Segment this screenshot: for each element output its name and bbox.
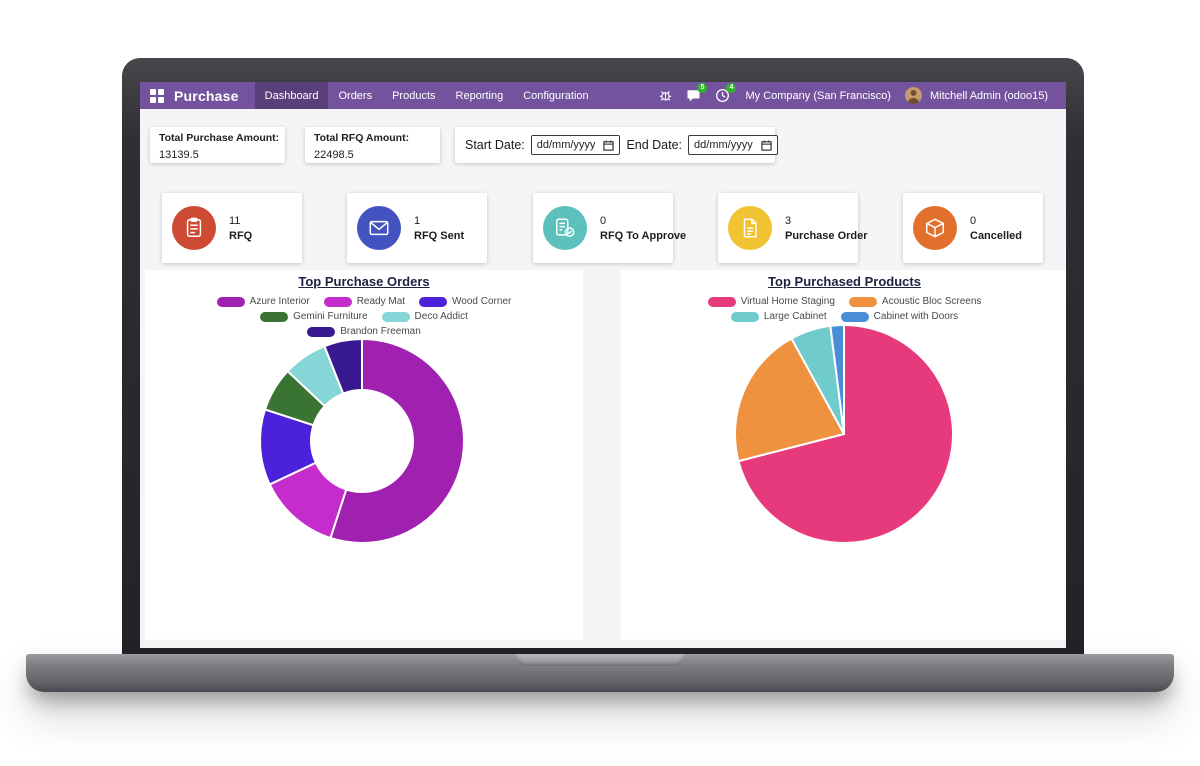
legend-swatch — [419, 296, 448, 307]
orders-chart-title: Top Purchase Orders — [298, 274, 430, 289]
calendar-icon — [603, 139, 615, 151]
kpi-purchase-order-card[interactable]: 3 Purchase Order — [718, 193, 868, 263]
kpi-rfq-value: 11 — [229, 214, 241, 227]
company-switcher[interactable]: My Company (San Francisco) — [745, 89, 891, 102]
legend-label: Deco Addict — [414, 311, 468, 322]
legend-item-gemini-furniture[interactable]: Gemini Furniture — [260, 311, 368, 322]
legend-label: Azure Interior — [249, 296, 310, 307]
legend-swatch — [730, 311, 759, 322]
total-purchase-card: Total Purchase Amount: 13139.5 — [150, 127, 285, 163]
mail-icon — [357, 206, 401, 250]
laptop-notch — [515, 654, 685, 666]
legend-swatch — [307, 326, 336, 337]
legend-item-azure-interior[interactable]: Azure Interior — [216, 296, 310, 307]
end-date-value: dd/mm/yyyy — [694, 139, 753, 151]
legend-swatch — [260, 311, 289, 322]
package-box-icon — [913, 206, 957, 250]
kpi-purchase-order-value: 3 — [785, 214, 792, 227]
main-menu: Dashboard Orders Products Reporting Conf… — [254, 82, 599, 109]
user-avatar[interactable] — [904, 87, 922, 104]
legend-label: Virtual Home Staging — [740, 296, 835, 307]
calendar-icon — [761, 139, 772, 151]
legend-item-virtual-home-staging[interactable]: Virtual Home Staging — [707, 296, 835, 307]
rfq-clipboard-icon — [172, 206, 216, 250]
kpi-rfq-label: RFQ — [229, 229, 253, 242]
menu-configuration[interactable]: Configuration — [523, 89, 589, 102]
menu-dashboard[interactable]: Dashboard — [254, 82, 329, 109]
legend-item-large-cabinet[interactable]: Large Cabinet — [730, 311, 827, 322]
laptop-screen: Purchase Dashboard Orders Products Repor… — [140, 82, 1066, 648]
pie-slice-virtual-home-staging[interactable] — [737, 323, 954, 544]
legend-label: Acoustic Bloc Screens — [881, 296, 982, 307]
menu-orders[interactable]: Orders — [338, 89, 373, 102]
pie-slice-brandon-freeman[interactable] — [323, 337, 363, 395]
start-date-label: Start Date: — [465, 138, 525, 152]
kpi-purchase-order-label: Purchase Order — [785, 229, 868, 242]
legend-label: Gemini Furniture — [293, 311, 368, 322]
user-menu[interactable]: Mitchell Admin (odoo15) — [929, 89, 1048, 102]
legend-swatch — [216, 296, 245, 307]
legend-item-brandon-freeman[interactable]: Brandon Freeman — [307, 326, 421, 337]
legend-label: Cabinet with Doors — [873, 311, 959, 322]
products-pie-chart — [734, 323, 954, 544]
orders-chart-legend: Azure Interior Ready Mat Wood Corner Gemini… — [145, 294, 583, 339]
total-rfq-label: Total RFQ Amount: — [314, 132, 410, 144]
end-date-label: End Date: — [626, 138, 683, 152]
total-purchase-value: 13139.5 — [159, 149, 199, 161]
products-chart-title: Top Purchased Products — [768, 274, 921, 289]
activities-clock-icon[interactable]: 4 — [715, 83, 737, 103]
legend-swatch — [707, 296, 736, 307]
start-date-input[interactable]: dd/mm/yyyy — [530, 135, 621, 155]
kpi-rfq-approve-card[interactable]: 0 RFQ To Approve — [533, 193, 686, 263]
debug-icon[interactable] — [659, 89, 672, 102]
start-date-value: dd/mm/yyyy — [536, 139, 596, 151]
kpi-cancelled-value: 0 — [970, 214, 977, 227]
laptop-base — [26, 654, 1174, 692]
orders-donut-chart — [259, 337, 465, 544]
kpi-rfq-approve-value: 0 — [600, 214, 607, 227]
legend-label: Ready Mat — [356, 296, 406, 307]
document-icon — [728, 206, 772, 250]
kpi-cancelled-card[interactable]: 0 Cancelled — [903, 193, 1043, 263]
menu-reporting[interactable]: Reporting — [455, 89, 504, 102]
legend-item-wood-corner[interactable]: Wood Corner — [419, 296, 511, 307]
kpi-rfq-approve-label: RFQ To Approve — [600, 229, 687, 242]
kpi-rfq-sent-card[interactable]: 1 RFQ Sent — [347, 193, 487, 263]
products-chart-legend: Virtual Home Staging Acoustic Bloc Screen… — [621, 294, 1066, 324]
legend-item-acoustic-bloc-screens[interactable]: Acoustic Bloc Screens — [848, 296, 982, 307]
kpi-rfq-sent-label: RFQ Sent — [414, 229, 465, 242]
pie-slice-azure-interior[interactable] — [329, 337, 465, 544]
legend-item-cabinet-with-doors[interactable]: Cabinet with Doors — [840, 311, 959, 322]
messages-icon[interactable]: 5 — [686, 83, 708, 103]
legend-swatch — [840, 311, 869, 322]
date-filter-card: Start Date: dd/mm/yyyy End Date: dd/mm/y… — [455, 127, 778, 163]
messages-badge: 5 — [697, 83, 708, 93]
legend-label: Wood Corner — [452, 296, 512, 307]
legend-swatch — [323, 296, 352, 307]
activities-badge: 4 — [726, 83, 737, 93]
kpi-rfq-sent-value: 1 — [414, 214, 421, 227]
legend-item-deco-addict[interactable]: Deco Addict — [381, 311, 468, 322]
kpi-cancelled-label: Cancelled — [970, 229, 1022, 242]
kpi-rfq-card[interactable]: 11 RFQ — [162, 193, 302, 263]
legend-swatch — [848, 296, 877, 307]
total-rfq-card: Total RFQ Amount: 22498.5 — [305, 127, 440, 163]
laptop-bezel: Purchase Dashboard Orders Products Repor… — [122, 58, 1084, 654]
legend-label: Large Cabinet — [763, 311, 827, 322]
navbar: Purchase Dashboard Orders Products Repor… — [140, 82, 1066, 109]
checklist-approve-icon — [543, 206, 587, 250]
menu-products[interactable]: Products — [392, 89, 436, 102]
pie-slice-acoustic-bloc-screens[interactable] — [734, 337, 846, 463]
end-date-input[interactable]: dd/mm/yyyy — [688, 135, 778, 155]
legend-item-ready-mat[interactable]: Ready Mat — [323, 296, 406, 307]
app-title: Purchase — [174, 87, 239, 104]
pie-slice-cabinet-with-doors[interactable] — [829, 323, 845, 435]
orders-chart-panel — [145, 270, 583, 640]
apps-grid-icon[interactable] — [150, 88, 164, 103]
total-purchase-label: Total Purchase Amount: — [159, 132, 280, 144]
total-rfq-value: 22498.5 — [314, 149, 354, 161]
legend-label: Brandon Freeman — [340, 326, 421, 337]
legend-swatch — [381, 311, 410, 322]
